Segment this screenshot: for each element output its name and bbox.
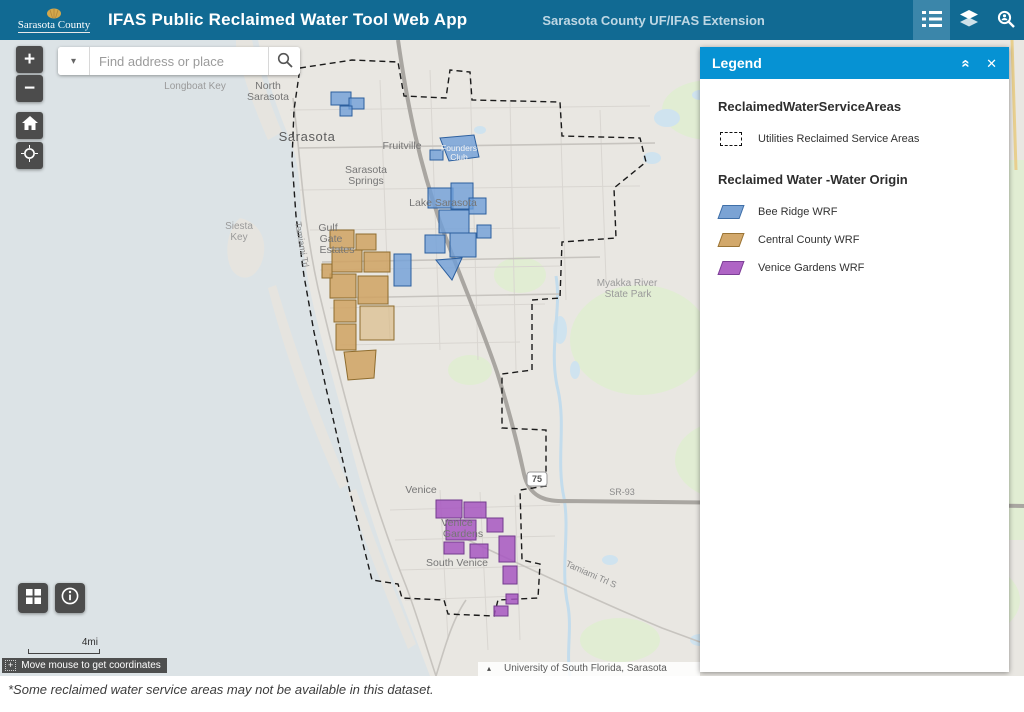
- page-title: IFAS Public Reclaimed Water Tool Web App: [108, 10, 468, 29]
- map-label: Longboat Key: [164, 81, 226, 92]
- central-county-polygons: [321, 229, 395, 381]
- dataset-disclaimer: *Some reclaimed water service areas may …: [8, 682, 434, 697]
- map-canvas[interactable]: Longboat Key North Sarasota Sarasota Fru…: [0, 40, 1024, 676]
- info-button[interactable]: [55, 583, 85, 613]
- legend-close-button[interactable]: ✕: [986, 57, 997, 70]
- zoom-out-button[interactable]: −: [16, 75, 43, 102]
- county-crest-icon: [46, 8, 62, 19]
- layers-icon: [959, 9, 979, 32]
- map-label: Sarasota: [279, 129, 336, 144]
- scale-line: [28, 649, 100, 654]
- locate-button[interactable]: [16, 142, 43, 169]
- legend-item-label: Venice Gardens WRF: [758, 262, 865, 274]
- legend-list-icon: [921, 10, 942, 31]
- search-widget: ▾: [58, 47, 300, 75]
- collapse-chevrons-icon: «: [957, 58, 975, 68]
- venice-gardens-swatch: [717, 261, 745, 275]
- map-label: South Venice: [426, 557, 488, 569]
- legend-body: ReclaimedWaterServiceAreas Utilities Rec…: [700, 79, 1009, 305]
- legend-title: Legend: [712, 55, 762, 71]
- scale-bar: 4mi: [28, 637, 100, 654]
- map-label: Estates: [319, 244, 354, 256]
- legend-header: Legend « ✕: [700, 47, 1009, 79]
- coordinate-crosshair-icon[interactable]: +: [5, 660, 17, 671]
- header-toolbar: [913, 0, 1024, 40]
- venice-gardens-polygons: [435, 499, 519, 617]
- bee-ridge-swatch: [717, 205, 745, 219]
- home-button[interactable]: [16, 112, 43, 139]
- highway-shield: [526, 471, 548, 487]
- legend-item-label: Utilities Reclaimed Service Areas: [758, 133, 920, 145]
- legend-toggle-button[interactable]: [913, 0, 950, 40]
- map-attribution: University of South Florida, Sarasota: [500, 662, 700, 676]
- map-label: State Park: [605, 289, 653, 300]
- map-label: Sarasota: [247, 91, 289, 103]
- coordinates-hint: + Move mouse to get coordinates: [2, 658, 167, 673]
- legend-item-label: Bee Ridge WRF: [758, 206, 838, 218]
- interstate-75-road: [396, 40, 1024, 508]
- map-label: Gulf: [318, 222, 337, 234]
- attribution-toggle[interactable]: ▴: [478, 662, 500, 676]
- map-label: Key: [230, 232, 247, 243]
- basemap-grid-icon: [25, 588, 41, 608]
- search-button[interactable]: [268, 47, 300, 75]
- map-label: Myakka River: [597, 278, 658, 289]
- legend-panel: Legend « ✕ ReclaimedWaterServiceAreas Ut…: [700, 47, 1009, 672]
- legend-section-heading: Reclaimed Water -Water Origin: [718, 172, 908, 187]
- map-label: North: [255, 80, 281, 92]
- info-icon: [61, 587, 79, 609]
- map-label: Gardens: [443, 528, 483, 540]
- county-logo-text: Sarasota County: [17, 18, 91, 33]
- legend-actions: « ✕: [957, 56, 997, 71]
- map-label: Siesta: [225, 221, 253, 232]
- legend-item: Central County WRF: [717, 233, 991, 247]
- myakka-river: [552, 275, 572, 676]
- map-label: Founders: [441, 143, 477, 153]
- zoom-in-button[interactable]: +: [16, 46, 43, 73]
- app-header: Sarasota County IFAS Public Reclaimed Wa…: [0, 0, 1024, 40]
- page-footer: *Some reclaimed water service areas may …: [0, 676, 1024, 712]
- home-icon: [21, 116, 38, 135]
- bee-ridge-polygons: [330, 91, 492, 287]
- map-label: Lake Sarasota: [409, 197, 477, 209]
- basemap-gallery-button[interactable]: [18, 583, 48, 613]
- central-county-swatch: [717, 233, 745, 247]
- map-label: Springs: [348, 175, 384, 187]
- layers-button[interactable]: [950, 0, 987, 40]
- map-label: SR-93: [609, 487, 635, 497]
- close-icon: ✕: [986, 55, 997, 71]
- attribute-search-button[interactable]: [987, 0, 1024, 40]
- attribute-search-icon: [996, 9, 1016, 32]
- map-label: Sarasota: [345, 164, 387, 176]
- search-input[interactable]: [90, 47, 268, 75]
- legend-item: Bee Ridge WRF: [717, 205, 991, 219]
- gulf-water: [0, 40, 430, 676]
- legend-section-heading: ReclaimedWaterServiceAreas: [718, 99, 902, 114]
- map-label: Gate: [320, 233, 343, 245]
- search-icon: [277, 52, 293, 71]
- legend-collapse-button[interactable]: «: [957, 56, 974, 71]
- legend-item: Utilities Reclaimed Service Areas: [720, 132, 991, 146]
- map-label: Venice: [405, 484, 437, 496]
- attribution-text: University of South Florida, Sarasota: [504, 663, 667, 674]
- map-label: 75: [532, 474, 542, 484]
- map-label: Club: [450, 152, 468, 162]
- dashed-area-swatch: [720, 132, 742, 146]
- barrier-islands: [227, 40, 416, 649]
- search-source-dropdown[interactable]: ▾: [58, 47, 90, 75]
- map-label: Fruitville: [382, 140, 421, 152]
- scale-label: 4mi: [81, 637, 98, 648]
- map-label: Venice: [441, 517, 473, 529]
- coordinates-hint-text: Move mouse to get coordinates: [21, 660, 161, 671]
- crosshair-icon: [21, 145, 38, 166]
- county-logo: Sarasota County: [8, 8, 100, 33]
- legend-item-label: Central County WRF: [758, 234, 860, 246]
- legend-item: Venice Gardens WRF: [717, 261, 991, 275]
- page-subtitle: Sarasota County UF/IFAS Extension: [542, 12, 765, 28]
